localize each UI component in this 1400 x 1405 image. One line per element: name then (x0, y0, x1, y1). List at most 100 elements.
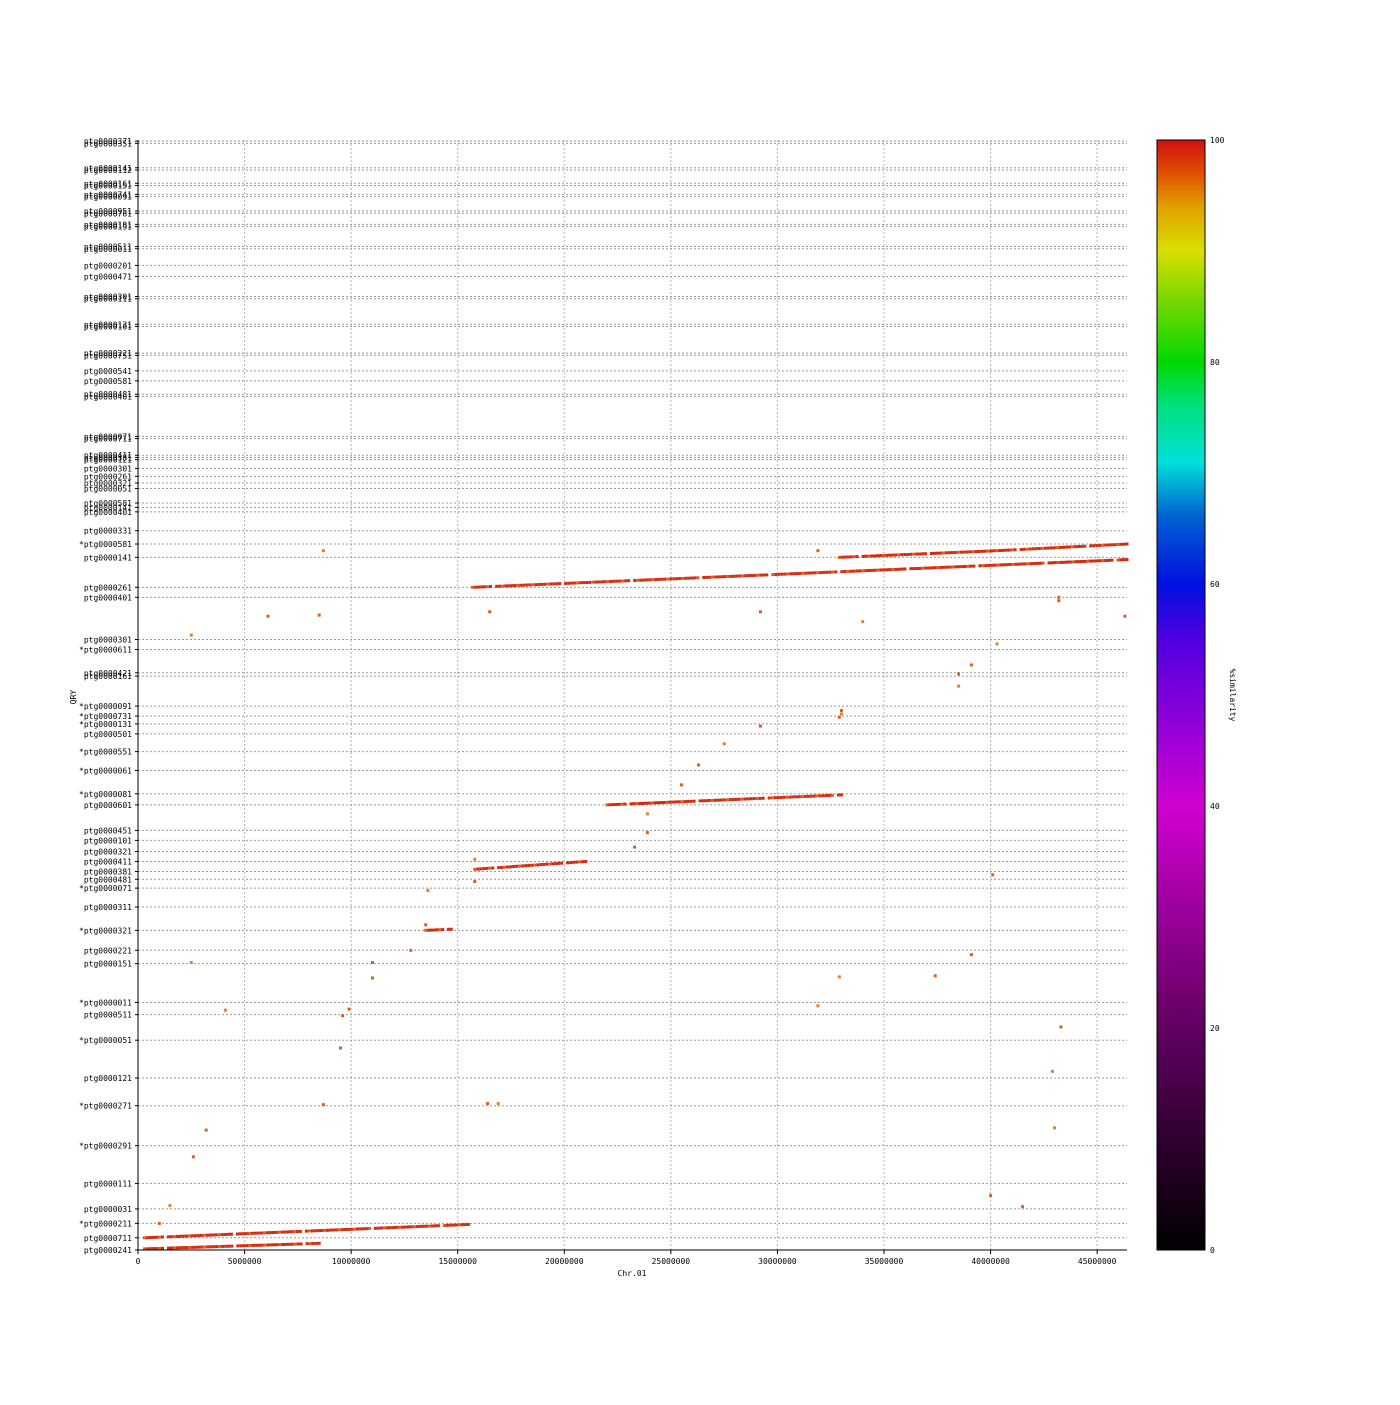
x-tick-label: 20000000 (545, 1257, 584, 1266)
y-tick-label: ptg0000121 (84, 1074, 132, 1083)
alignment-dot (1022, 547, 1026, 551)
alignment-dot (660, 577, 664, 581)
alignment-dot (352, 1227, 356, 1231)
alignment-dot (1001, 548, 1005, 552)
alignment-dot (936, 566, 940, 570)
y-tick-label: ptg0000741 (84, 190, 132, 199)
alignment-dot (534, 583, 538, 587)
alignment-dot (537, 583, 541, 586)
data-layer (142, 542, 1129, 1251)
y-tick-label: ptg0000261 (84, 472, 132, 481)
alignment-dot (1101, 543, 1105, 547)
alignment-dot (608, 803, 612, 807)
alignment-dot (987, 563, 991, 567)
alignment-dot (882, 568, 886, 572)
alignment-dot (483, 585, 487, 589)
alignment-dot (621, 579, 625, 583)
alignment-dot (956, 550, 960, 554)
alignment-dot (971, 550, 975, 554)
alignment-point (189, 961, 193, 964)
y-tick-label: ptg0000181 (84, 220, 132, 229)
y-tick-label: ptg0000201 (84, 261, 132, 270)
alignment-dot (753, 573, 757, 577)
alignment-dot (668, 800, 672, 804)
alignment-point (409, 948, 413, 952)
alignment-dot (513, 584, 517, 587)
alignment-dot (424, 1224, 428, 1228)
alignment-dot (1041, 561, 1045, 565)
alignment-dot (900, 553, 904, 557)
alignment-dot (795, 572, 799, 576)
alignment-dot (274, 1230, 278, 1234)
alignment-dot (1004, 548, 1008, 552)
alignment-dot (812, 794, 816, 798)
alignment-dot (247, 1232, 251, 1235)
alignment-dot (1065, 560, 1069, 564)
alignment-dot (498, 584, 502, 588)
alignment-dot (717, 575, 721, 579)
alignment-dot (576, 581, 580, 585)
alignment-dot (403, 1225, 407, 1229)
alignment-dot (188, 1246, 192, 1249)
alignment-dot (990, 563, 994, 567)
alignment-dot (495, 584, 499, 588)
alignment-point (645, 812, 649, 816)
alignment-dot (939, 566, 943, 569)
alignment-dot (740, 797, 744, 801)
alignment-dot (358, 1227, 362, 1231)
alignment-dot (771, 573, 775, 577)
alignment-point (1053, 1126, 1056, 1130)
alignment-dot (714, 575, 718, 579)
alignment-dot (566, 861, 570, 865)
y-tick-label: ptg0000751 (84, 351, 132, 360)
alignment-dot (289, 1230, 293, 1234)
y-tick-layer: ptg0000241 ptg0000711 *ptg0000211 ptg000003… (79, 137, 138, 1255)
alignment-dot (591, 580, 595, 584)
alignment-dot (891, 553, 895, 557)
alignment-dot (474, 585, 478, 589)
alignment-dot (319, 1229, 323, 1232)
alignment-dot (813, 571, 817, 575)
alignment-dot (400, 1225, 404, 1229)
y-tick-label: ptg0000451 (84, 826, 132, 835)
alignment-dot (151, 1235, 155, 1239)
alignment-dot (220, 1233, 224, 1237)
alignment-dot (915, 552, 919, 556)
y-tick-label: ptg0000541 (84, 367, 132, 376)
alignment-dot (849, 569, 853, 573)
y-tick-label: *ptg0000731 (79, 712, 132, 721)
x-tick-label: 30000000 (758, 1257, 797, 1266)
alignment-dot (238, 1232, 242, 1236)
alignment-dot (479, 867, 483, 871)
alignment-dot (328, 1228, 332, 1232)
alignment-dot (524, 864, 528, 868)
alignment-dot (840, 555, 844, 559)
alignment-dot (385, 1226, 389, 1230)
alignment-dot (218, 1245, 222, 1248)
alignment-dot (1083, 559, 1087, 563)
alignment-dot (827, 793, 831, 797)
alignment-dot (570, 581, 574, 585)
alignment-dot (1037, 547, 1041, 550)
y-tick-label: *ptg0000271 (79, 1102, 132, 1111)
alignment-dot (549, 582, 553, 586)
y-tick-label: ptg0000321 (84, 479, 132, 488)
alignment-dot (522, 583, 526, 587)
alignment-dot (759, 573, 763, 577)
alignment-point (969, 663, 973, 667)
alignment-dot (451, 1223, 455, 1227)
alignment-dot (807, 571, 811, 575)
alignment-dot (1110, 543, 1114, 547)
alignment-dot (199, 1233, 203, 1237)
alignment-dot (151, 1247, 155, 1251)
y-tick-label: ptg0000381 (84, 867, 132, 876)
alignment-dot (789, 572, 793, 576)
alignment-dot (867, 554, 871, 558)
alignment-point (189, 633, 193, 637)
alignment-dot (154, 1235, 158, 1239)
alignment-dot (1116, 558, 1120, 562)
alignment-dot (284, 1242, 288, 1246)
alignment-dot (412, 1225, 416, 1229)
alignment-dot (229, 1232, 233, 1236)
alignment-dot (1068, 560, 1072, 564)
